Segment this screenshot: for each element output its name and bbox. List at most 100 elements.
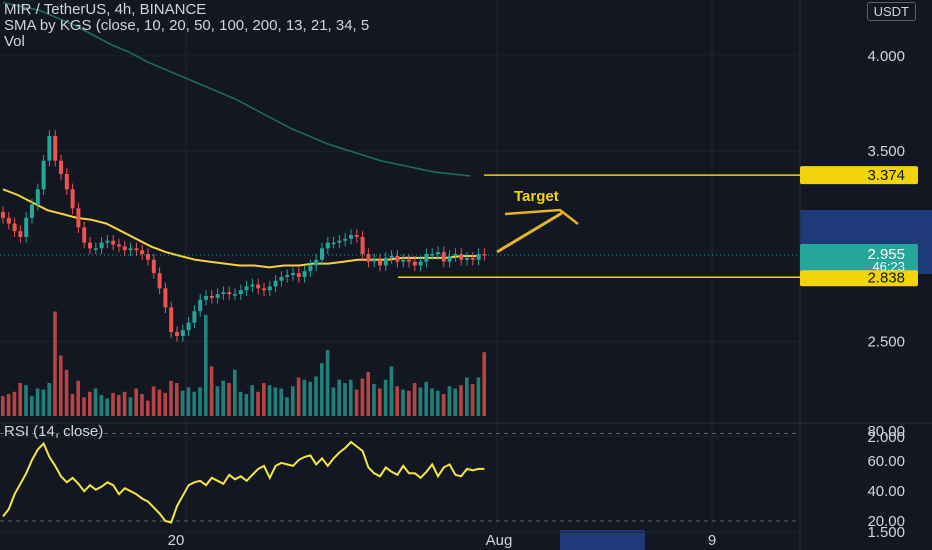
volume-bar — [12, 391, 17, 416]
candle-body — [64, 174, 69, 190]
candle-body — [35, 189, 40, 205]
volume-bar — [198, 387, 202, 416]
candle-body — [395, 255, 400, 262]
volume-bar — [337, 379, 341, 416]
candle-body — [1, 212, 5, 218]
volume-bar — [262, 383, 266, 416]
currency-button[interactable]: USDT — [866, 2, 916, 21]
support-price-badge-bg — [800, 270, 918, 287]
candle-body — [157, 273, 162, 289]
annotations[interactable]: Target — [0, 174, 800, 279]
sma-indicator-label[interactable]: SMA by KGS (close, 10, 20, 50, 100, 200,… — [4, 17, 370, 34]
volume-bar — [227, 383, 231, 416]
time-tick-label: Aug — [486, 532, 513, 549]
candle-body — [47, 135, 52, 161]
rsi-tick-label: 80.00 — [867, 423, 905, 440]
target-price-badge: 3.374 — [867, 167, 905, 184]
volume-bar — [1, 396, 5, 416]
time-axis-highlight — [560, 530, 645, 550]
volume-bar — [407, 390, 411, 416]
volume-bar — [465, 377, 469, 416]
candle-body — [424, 254, 429, 262]
candle-body — [331, 242, 336, 245]
candle-body — [366, 254, 371, 262]
volume-bar — [430, 388, 434, 416]
volume-bar — [233, 369, 237, 416]
candle-body — [453, 254, 458, 256]
volume-bar — [273, 387, 278, 416]
symbol-title[interactable]: MIR / TetherUS, 4h, BINANCE — [4, 1, 207, 18]
candle-body — [256, 284, 261, 289]
volume-bar — [18, 383, 22, 416]
candlesticks — [1, 130, 487, 342]
candle-body — [470, 257, 475, 260]
volume-bar — [157, 389, 162, 416]
volume-bar — [378, 388, 382, 416]
volume-bar — [436, 390, 440, 416]
support-price-badge: 2.838 — [867, 269, 905, 286]
volume-bar — [151, 386, 156, 416]
volume-bar — [325, 350, 330, 416]
volume-bar — [175, 383, 179, 416]
candle-body — [53, 135, 58, 161]
candle-body — [412, 261, 417, 266]
countdown-label: 46:23 — [872, 259, 905, 274]
candle-body — [349, 234, 353, 239]
volume-bar — [215, 386, 220, 416]
candle-body — [325, 242, 330, 249]
candle-body — [59, 160, 63, 175]
volume-bar — [35, 388, 40, 416]
rsi-tick-label: 60.00 — [867, 453, 905, 470]
volume-bar — [76, 380, 80, 416]
volume-bar — [383, 379, 388, 416]
target-text: Target — [514, 188, 559, 205]
current-price-label: 2.955 — [867, 246, 905, 263]
volume-bar — [88, 391, 92, 416]
volume-bar — [6, 394, 11, 416]
candle-body — [401, 259, 406, 262]
volume-bar — [453, 388, 457, 416]
volume-bar — [308, 381, 312, 416]
volume-bar — [59, 355, 63, 416]
volume-bar — [291, 386, 295, 416]
candle-body — [267, 286, 272, 291]
candle-body — [447, 255, 452, 262]
volume-bar — [354, 389, 359, 416]
candle-body — [476, 254, 481, 260]
candle-body — [122, 246, 127, 251]
volume-bar — [476, 377, 481, 416]
time-tick-label: 20 — [168, 532, 185, 549]
volume-bar — [296, 377, 301, 416]
volume-bar — [372, 384, 376, 416]
volume-bar — [186, 387, 191, 416]
volume-bar — [209, 366, 214, 416]
volume-bar — [459, 385, 463, 416]
candle-body — [279, 276, 284, 281]
rsi-pane — [0, 433, 800, 524]
volume-bar — [53, 311, 57, 416]
volume-bar — [285, 397, 289, 416]
candle-body — [169, 307, 174, 333]
candle-body — [418, 261, 423, 266]
volume-bar — [30, 396, 34, 416]
volume-bar — [441, 394, 446, 416]
volume-bar — [140, 394, 144, 416]
price-tick-label: 1.500 — [867, 524, 905, 541]
candle-body — [163, 288, 168, 308]
candle-body — [88, 242, 92, 249]
volume-bar — [128, 397, 133, 416]
volume-bar — [395, 386, 399, 416]
volume-bar — [302, 379, 307, 416]
volume-bar — [331, 387, 336, 416]
candle-body — [262, 288, 266, 291]
candle-body — [82, 227, 87, 243]
candle-body — [30, 204, 34, 218]
rsi-label: RSI (14, close) — [4, 423, 103, 440]
price-tick-label: 2.500 — [867, 334, 905, 351]
volume-label[interactable]: Vol — [4, 33, 25, 50]
candle-body — [140, 250, 145, 255]
candle-body — [436, 252, 440, 255]
candle-body — [343, 238, 348, 241]
volume-bar — [204, 314, 208, 416]
